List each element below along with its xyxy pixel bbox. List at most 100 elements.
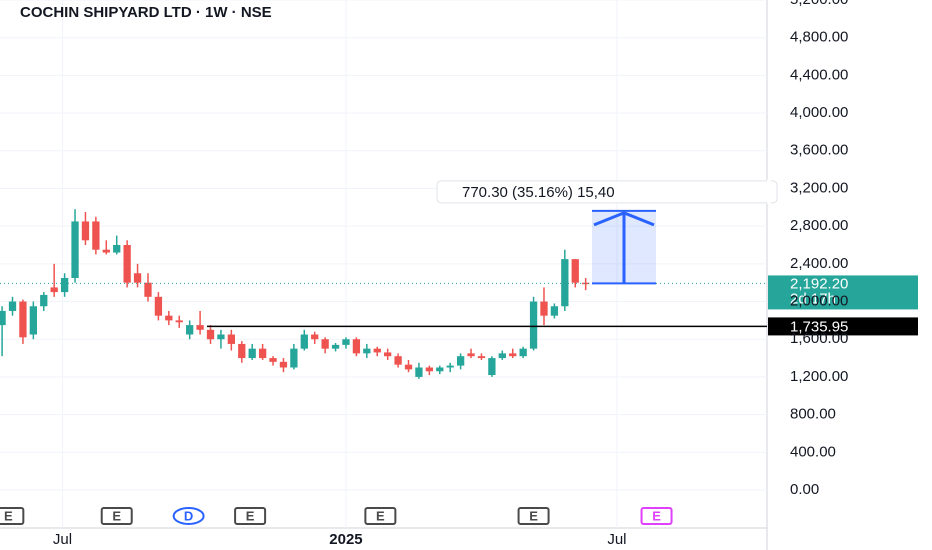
x-tick-label: 2025 xyxy=(329,531,362,548)
candle-body xyxy=(186,325,194,335)
candle-body xyxy=(19,301,27,338)
candle-body xyxy=(415,367,423,377)
candle-body xyxy=(404,364,413,370)
candle-body xyxy=(373,348,381,353)
candle-body xyxy=(363,348,371,354)
y-tick-label: 1,200.00 xyxy=(790,368,848,385)
candle-body xyxy=(60,277,69,293)
candle-body xyxy=(248,348,256,359)
event-marker xyxy=(0,507,25,525)
event-label: E xyxy=(246,508,255,523)
y-tick-label: 2,400.00 xyxy=(790,255,848,272)
y-tick-label: 3,600.00 xyxy=(790,142,848,159)
y-tick-label: 1,600.00 xyxy=(790,330,848,347)
candle-body xyxy=(321,339,329,349)
candle-body xyxy=(165,315,173,321)
candle-body xyxy=(8,301,17,311)
candle-body xyxy=(227,334,235,344)
x-tick-label: Jul xyxy=(607,531,626,548)
candle-body xyxy=(144,282,152,297)
candle-body xyxy=(582,282,590,285)
candle-body xyxy=(436,367,444,372)
candle-body xyxy=(529,301,538,349)
candle-body xyxy=(311,334,319,340)
candle-body xyxy=(206,329,215,340)
candle-body xyxy=(561,259,569,307)
candle-body xyxy=(446,365,454,368)
candle-body xyxy=(342,339,350,345)
candle-body xyxy=(394,356,402,365)
candle-body xyxy=(519,348,527,357)
event-marker xyxy=(517,507,550,525)
event-label: E xyxy=(529,508,538,523)
candle-body xyxy=(290,348,298,368)
chart-title: COCHIN SHIPYARD LTD · 1W · NSE xyxy=(20,4,272,21)
candle-body xyxy=(154,296,163,316)
candle-body xyxy=(217,334,225,340)
y-tick-label: 2,000.00 xyxy=(790,293,848,310)
y-tick-label: 3,200.00 xyxy=(790,179,848,196)
last-price-label-bg xyxy=(768,275,918,310)
candle-body xyxy=(488,358,496,376)
candle-body xyxy=(269,358,277,362)
event-marker xyxy=(364,507,397,525)
candle-body xyxy=(123,245,131,283)
candle-body xyxy=(81,221,90,241)
y-tick-label: 800.00 xyxy=(790,406,836,423)
candle-body xyxy=(550,306,559,316)
y-tick-label: 4,400.00 xyxy=(790,66,848,83)
event-marker xyxy=(234,507,267,525)
y-tick-label: 400.00 xyxy=(790,443,836,460)
event-label: D xyxy=(184,508,193,523)
candle-body xyxy=(238,343,246,359)
event-marker xyxy=(640,507,673,525)
candle-body xyxy=(113,245,121,253)
event-label: E xyxy=(652,508,661,523)
measure-label: 770.30 (35.16%) 15,40 xyxy=(462,184,615,201)
candle-body xyxy=(71,221,79,278)
event-marker xyxy=(172,507,205,525)
event-marker xyxy=(100,507,133,525)
measure-arrowhead xyxy=(593,211,655,227)
y-tick-label: 0.00 xyxy=(790,481,819,498)
y-tick-label: 5,200.00 xyxy=(790,0,848,8)
event-label: E xyxy=(376,508,385,523)
candle-body xyxy=(456,356,465,366)
candle-body xyxy=(384,352,392,357)
axis-cover xyxy=(767,179,771,204)
y-tick-label: 4,000.00 xyxy=(790,104,848,121)
horizontal-line-label: 1,735.95 xyxy=(790,318,848,335)
candle-body xyxy=(331,344,340,349)
candle-body xyxy=(40,294,48,307)
candle-body xyxy=(258,348,267,359)
candle-body xyxy=(102,249,110,253)
candle-body xyxy=(509,353,517,357)
candle-body xyxy=(50,287,58,293)
candle-body xyxy=(133,273,142,283)
candle-body xyxy=(540,301,548,316)
candle-body xyxy=(196,325,204,330)
candle-body xyxy=(92,221,100,250)
candle-body xyxy=(279,361,288,368)
measure-label-bg xyxy=(436,180,778,204)
countdown: 2d 17h xyxy=(790,290,836,307)
x-tick-label: Jul xyxy=(53,531,72,548)
candle-body xyxy=(425,367,434,372)
candle-body xyxy=(498,353,506,359)
y-tick-label: 4,800.00 xyxy=(790,29,848,46)
event-label: E xyxy=(112,508,121,523)
plot xyxy=(0,209,590,379)
candle-body xyxy=(352,339,361,354)
last-price-label: 2,192.20 xyxy=(790,275,848,292)
candle-body xyxy=(571,259,579,283)
candle-body xyxy=(175,320,183,323)
candle-body xyxy=(300,334,308,349)
candle-body xyxy=(477,356,486,359)
event-label: E xyxy=(4,508,13,523)
candle-body xyxy=(0,310,6,326)
candle-body xyxy=(29,306,37,335)
